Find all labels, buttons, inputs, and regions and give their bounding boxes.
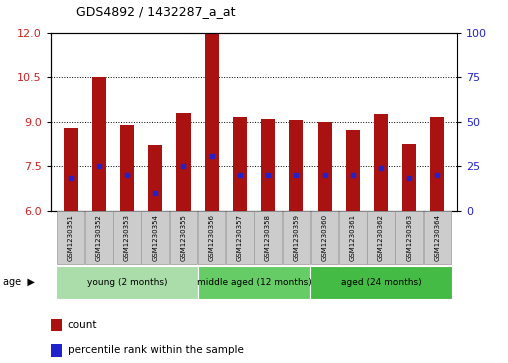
FancyBboxPatch shape xyxy=(310,266,452,299)
Bar xyxy=(64,127,78,211)
Text: GSM1230364: GSM1230364 xyxy=(434,214,440,261)
Bar xyxy=(261,119,275,211)
FancyBboxPatch shape xyxy=(198,211,226,264)
Text: GSM1230358: GSM1230358 xyxy=(265,214,271,261)
Text: age  ▶: age ▶ xyxy=(3,277,35,287)
Text: percentile rank within the sample: percentile rank within the sample xyxy=(68,345,244,355)
FancyBboxPatch shape xyxy=(170,211,197,264)
Text: GSM1230353: GSM1230353 xyxy=(124,214,130,261)
Text: GDS4892 / 1432287_a_at: GDS4892 / 1432287_a_at xyxy=(76,5,236,18)
Text: GSM1230351: GSM1230351 xyxy=(68,214,74,261)
FancyBboxPatch shape xyxy=(85,211,113,264)
Text: GSM1230363: GSM1230363 xyxy=(406,214,412,261)
Bar xyxy=(233,117,247,211)
Bar xyxy=(205,33,219,211)
Bar xyxy=(346,131,360,211)
Bar xyxy=(51,319,62,331)
Bar xyxy=(374,114,388,211)
Text: GSM1230355: GSM1230355 xyxy=(180,214,186,261)
FancyBboxPatch shape xyxy=(311,211,338,264)
FancyBboxPatch shape xyxy=(226,211,253,264)
Bar xyxy=(402,144,416,211)
Text: GSM1230352: GSM1230352 xyxy=(96,214,102,261)
FancyBboxPatch shape xyxy=(141,211,169,264)
Text: GSM1230361: GSM1230361 xyxy=(350,214,356,261)
FancyBboxPatch shape xyxy=(424,211,451,264)
Text: GSM1230356: GSM1230356 xyxy=(209,214,215,261)
Text: aged (24 months): aged (24 months) xyxy=(341,278,421,287)
Bar xyxy=(148,145,162,211)
Bar xyxy=(430,117,444,211)
FancyBboxPatch shape xyxy=(198,266,310,299)
Text: GSM1230360: GSM1230360 xyxy=(322,214,328,261)
Text: count: count xyxy=(68,320,98,330)
Text: young (2 months): young (2 months) xyxy=(87,278,167,287)
Text: GSM1230362: GSM1230362 xyxy=(378,214,384,261)
FancyBboxPatch shape xyxy=(255,211,282,264)
FancyBboxPatch shape xyxy=(113,211,141,264)
Text: GSM1230354: GSM1230354 xyxy=(152,214,158,261)
Bar xyxy=(176,113,190,211)
Text: GSM1230359: GSM1230359 xyxy=(293,214,299,261)
FancyBboxPatch shape xyxy=(395,211,423,264)
Bar xyxy=(289,120,303,211)
FancyBboxPatch shape xyxy=(56,266,198,299)
Bar xyxy=(120,125,134,211)
FancyBboxPatch shape xyxy=(57,211,84,264)
FancyBboxPatch shape xyxy=(367,211,395,264)
FancyBboxPatch shape xyxy=(339,211,367,264)
Bar xyxy=(318,122,332,211)
FancyBboxPatch shape xyxy=(282,211,310,264)
Text: GSM1230357: GSM1230357 xyxy=(237,214,243,261)
Bar xyxy=(92,77,106,211)
Text: middle aged (12 months): middle aged (12 months) xyxy=(197,278,311,287)
Bar xyxy=(51,344,62,357)
